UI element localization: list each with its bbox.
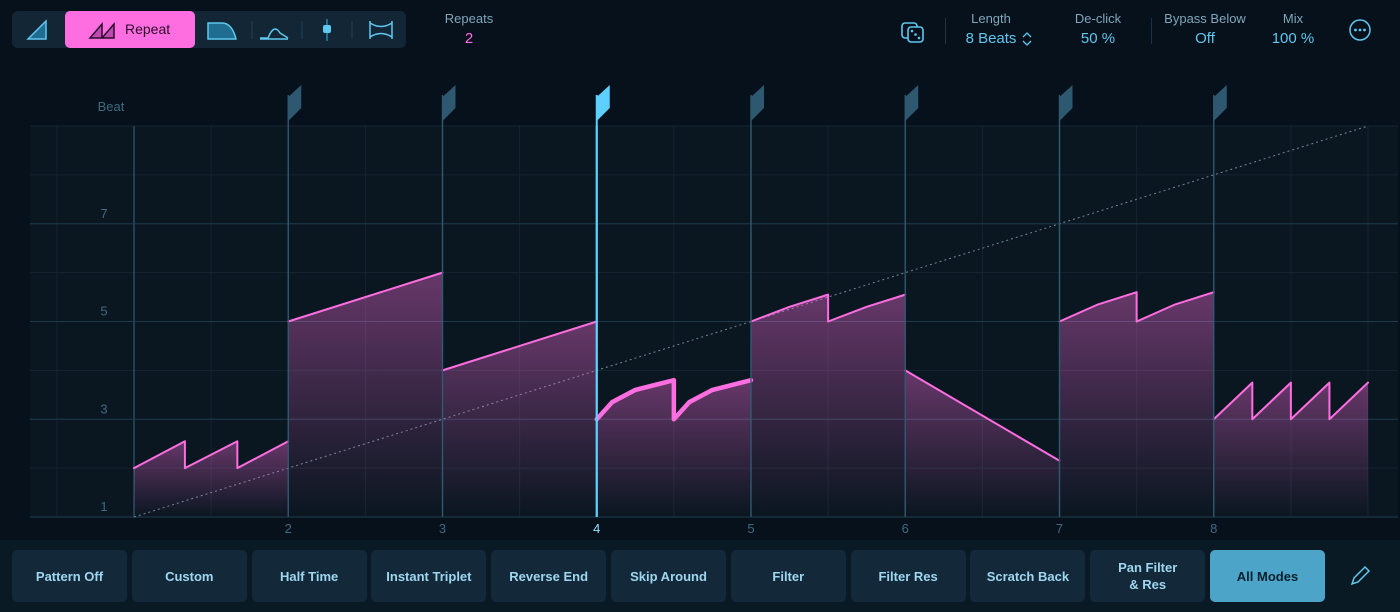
- y-tick-label: 7: [100, 206, 107, 221]
- dot: [1354, 28, 1357, 32]
- segment-fill: [134, 441, 289, 517]
- pattern-button[interactable]: Filter: [730, 550, 846, 602]
- segment-curve: [287, 271, 444, 323]
- pattern-button[interactable]: Reverse End: [491, 550, 607, 602]
- x-tick-label: 3: [439, 521, 446, 536]
- pencil: [1350, 565, 1371, 586]
- pip: [914, 33, 917, 36]
- axis-title: Beat: [98, 99, 125, 114]
- divider: [1151, 18, 1152, 44]
- param-label: De-click: [1074, 11, 1122, 26]
- param-value: 50 %: [1080, 30, 1116, 47]
- slice-flag: [442, 85, 456, 121]
- param-mix[interactable]: Mix 100 %: [1233, 11, 1353, 47]
- x-tick-label: 2: [285, 521, 292, 536]
- pattern-button[interactable]: Filter Res: [850, 550, 966, 602]
- icon-fade[interactable]: [207, 22, 237, 40]
- param-bypass[interactable]: Bypass Below Off: [1145, 11, 1265, 47]
- pattern-button[interactable]: Pattern Off: [12, 550, 127, 602]
- icon-stretch[interactable]: [369, 21, 393, 39]
- icon-repeat: [88, 21, 115, 39]
- param-value: 100 %: [1271, 30, 1315, 47]
- pattern-button[interactable]: Custom: [131, 550, 247, 602]
- segment-fill: [905, 370, 1060, 517]
- repeat-mode[interactable]: Repeat: [65, 11, 195, 48]
- x-tick-label: 8: [1210, 521, 1217, 536]
- x-tick-label: 4: [593, 521, 600, 536]
- segment-curve: [1058, 291, 1215, 323]
- icon-slider-knob: [323, 25, 331, 33]
- segment-curve: [750, 293, 907, 323]
- dot: [1363, 28, 1366, 32]
- menu-ring: [1349, 19, 1371, 41]
- segment-curve: [594, 377, 754, 422]
- segment-fill: [751, 294, 906, 517]
- dot: [1358, 28, 1362, 32]
- param-repeats[interactable]: Repeats 2: [409, 11, 529, 47]
- mode-icons: [26, 19, 393, 41]
- slice-flag: [596, 85, 610, 121]
- randomize[interactable]: [900, 18, 926, 44]
- param-value: 2: [464, 30, 474, 47]
- param-label: Bypass Below: [1164, 11, 1246, 26]
- slice-flag: [905, 85, 919, 121]
- pattern-button[interactable]: Scratch Back: [970, 550, 1086, 602]
- pattern-button[interactable]: All Modes: [1210, 550, 1325, 602]
- param-label: Length: [971, 11, 1011, 26]
- segment-fill: [1059, 292, 1214, 517]
- param-value: Off: [1195, 30, 1215, 47]
- param-length[interactable]: Length 8 Beats: [931, 11, 1051, 47]
- edit-pencil[interactable]: [1348, 564, 1372, 588]
- segment-curve: [904, 369, 1061, 462]
- pattern-button[interactable]: Skip Around: [611, 550, 726, 602]
- slice-flag: [751, 85, 764, 121]
- segment-fill: [596, 380, 751, 517]
- param-declick[interactable]: De-click 50 %: [1038, 11, 1158, 47]
- pattern-graph: Beat 1 3 5 7 2 3 4 5 6 7 8: [30, 85, 1398, 536]
- pip: [917, 36, 921, 40]
- pattern-button[interactable]: Pan Filter & Res: [1090, 550, 1206, 602]
- param-label: Mix: [1282, 11, 1304, 26]
- param-label: Repeats: [444, 11, 494, 26]
- more-menu[interactable]: [1348, 18, 1372, 42]
- x-tick-label: 7: [1056, 521, 1063, 536]
- repeat-icon: [88, 21, 115, 39]
- stepper[interactable]: [1022, 32, 1032, 46]
- pip: [910, 29, 914, 33]
- divider: [945, 18, 946, 44]
- x-tick-label: 6: [902, 521, 909, 536]
- slice-flag: [1213, 85, 1227, 121]
- icon-ramp[interactable]: [26, 19, 47, 40]
- segment-curve: [133, 440, 290, 470]
- segment-fill: [288, 272, 443, 517]
- y-tick-label: 5: [100, 304, 107, 319]
- slice-flag: [288, 85, 302, 121]
- param-value: 8 Beats: [965, 30, 1017, 47]
- x-tick-label: 5: [747, 521, 754, 536]
- pattern-button[interactable]: Instant Triplet: [371, 550, 487, 602]
- mode-label: Repeat: [125, 21, 171, 37]
- pattern-button[interactable]: Half Time: [251, 550, 367, 602]
- y-tick-label: 3: [100, 401, 107, 416]
- icon-filter[interactable]: [260, 28, 289, 39]
- segment-curve: [1212, 381, 1369, 421]
- segment-curve: [441, 320, 598, 372]
- y-tick-label: 1: [100, 499, 107, 514]
- slice-flag: [1059, 85, 1073, 121]
- segment-fill: [442, 321, 597, 517]
- stepper-arrows: [1022, 32, 1032, 46]
